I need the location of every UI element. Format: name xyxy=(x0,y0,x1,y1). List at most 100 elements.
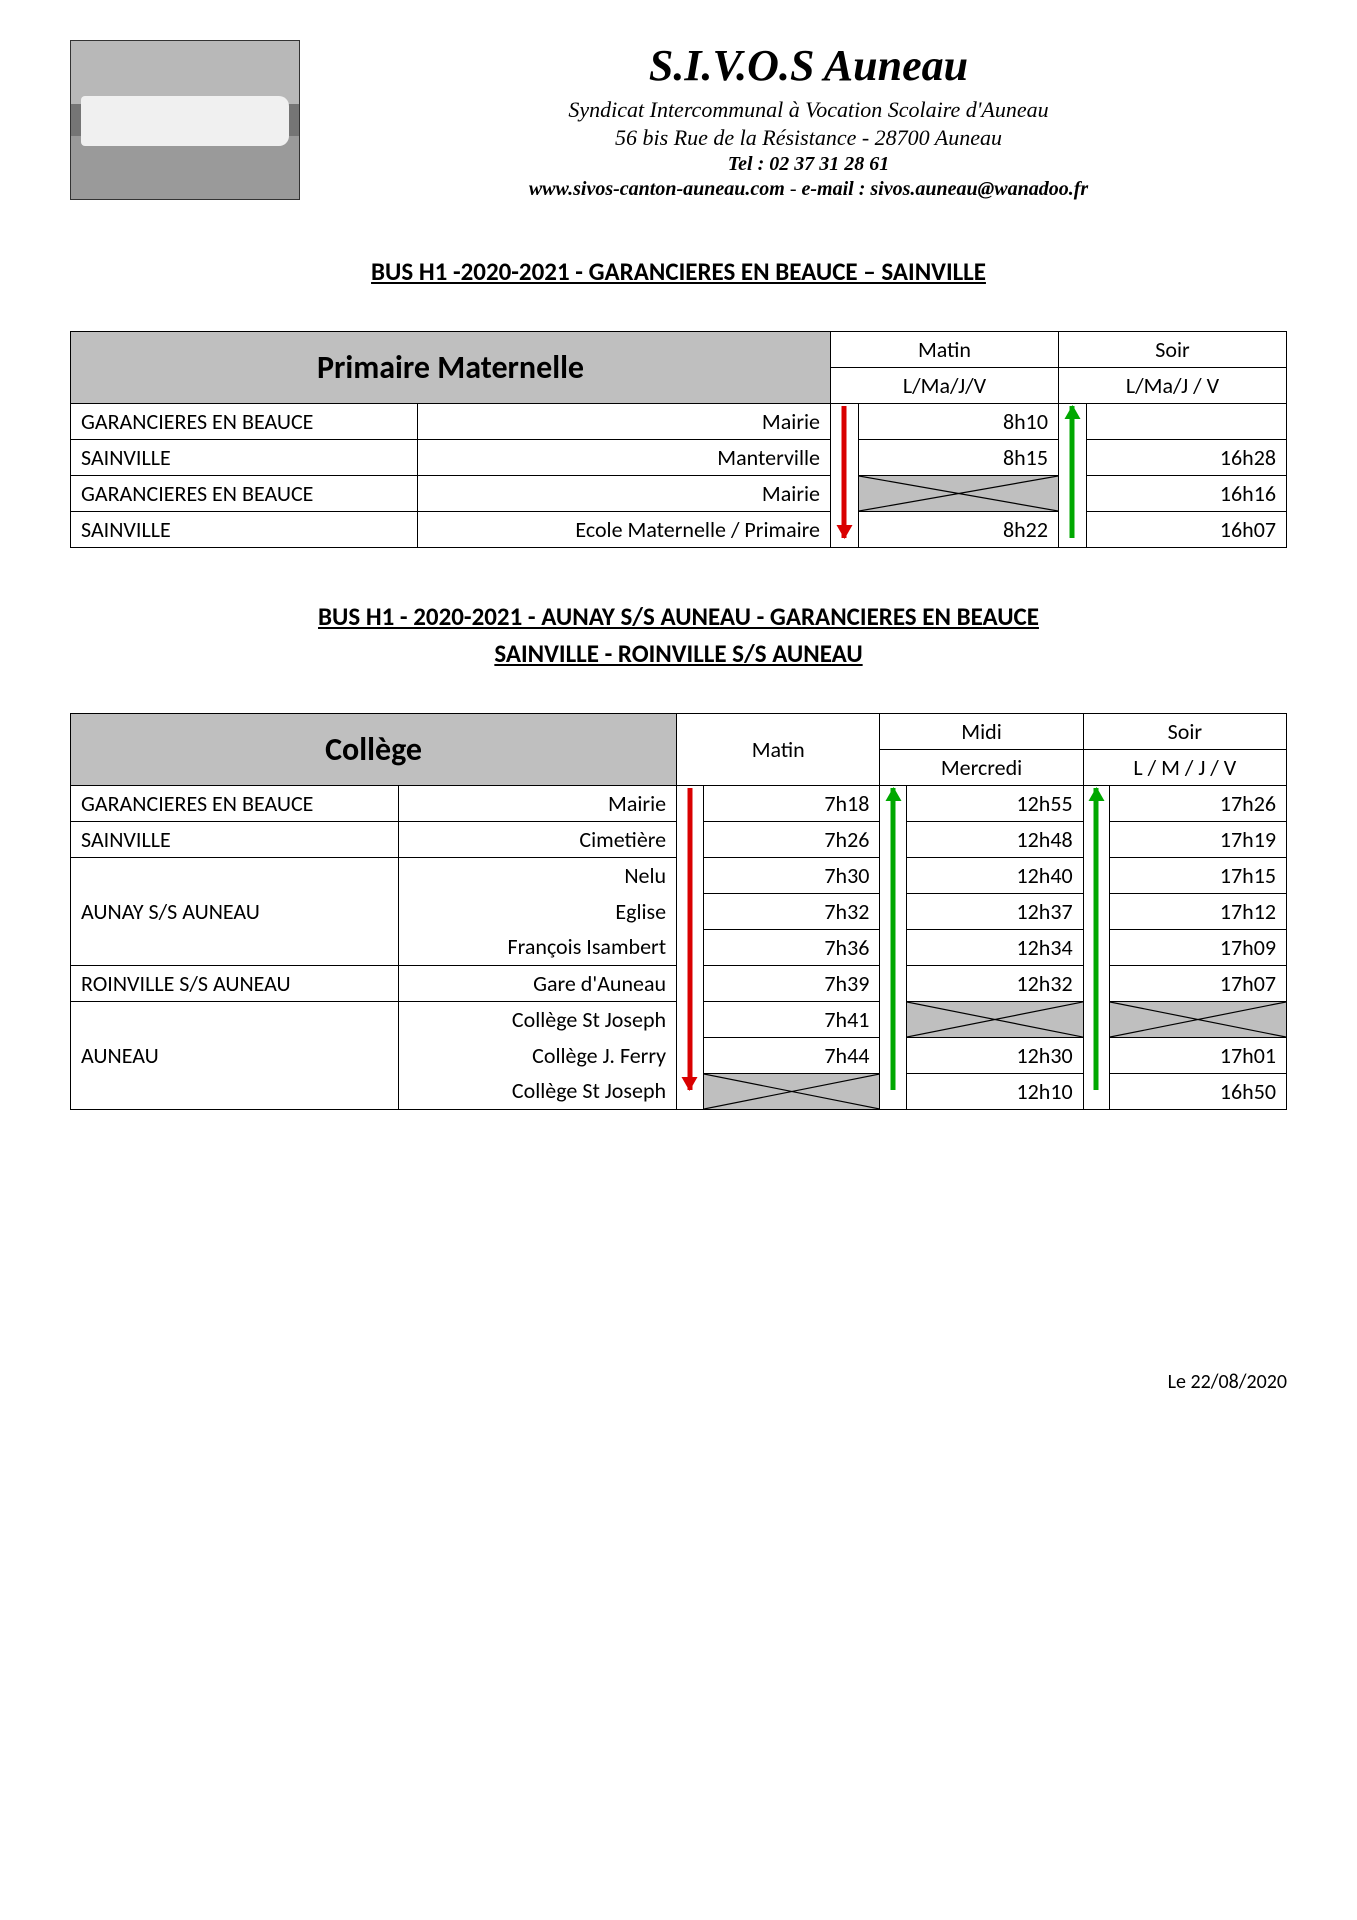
stop-cell: Collège St Joseph xyxy=(399,1001,677,1037)
hdr2-soir-sub: L / M / J / V xyxy=(1083,749,1286,785)
time-midi: 12h55 xyxy=(906,785,1083,821)
time-matin: 8h22 xyxy=(858,511,1058,547)
arrow-soir xyxy=(1083,857,1110,893)
hdr2-soir: Soir xyxy=(1083,713,1286,749)
time-matin: 7h41 xyxy=(703,1001,880,1037)
arrow-matin xyxy=(677,1001,704,1037)
stop-cell: Eglise xyxy=(399,893,677,929)
hdr2-matin: Matin xyxy=(677,713,880,785)
time-soir: 17h12 xyxy=(1110,893,1287,929)
org-subtitle-2: 56 bis Rue de la Résistance - 28700 Aune… xyxy=(330,125,1287,151)
stop-cell: Ecole Maternelle / Primaire xyxy=(417,511,830,547)
arrow-midi xyxy=(880,785,907,821)
footer-date: Le 22/08/2020 xyxy=(70,1370,1287,1394)
time-midi: 12h48 xyxy=(906,821,1083,857)
time-matin: 8h15 xyxy=(858,439,1058,475)
org-title: S.I.V.O.S Auneau xyxy=(330,40,1287,91)
arrow-matin xyxy=(677,929,704,965)
arrow-soir xyxy=(1058,475,1086,511)
arrow-soir xyxy=(1083,1001,1110,1037)
time-matin: 7h30 xyxy=(703,857,880,893)
org-website-link[interactable]: www.sivos-canton-auneau.com xyxy=(529,178,785,200)
city-cell: SAINVILLE xyxy=(71,439,418,475)
arrow-matin xyxy=(677,785,704,821)
time-midi: 12h30 xyxy=(906,1037,1083,1073)
stop-cell: Nelu xyxy=(399,857,677,893)
time-matin: 7h26 xyxy=(703,821,880,857)
hdr-soir-sub: L/Ma/J / V xyxy=(1058,367,1286,403)
time-soir: 17h01 xyxy=(1110,1037,1287,1073)
section2-title-l1: BUS H1 - 2020-2021 - AUNAY S/S AUNEAU - … xyxy=(318,601,1039,632)
table-row: SAINVILLEManterville8h1516h28 xyxy=(71,439,1287,475)
arrow-midi xyxy=(880,1037,907,1073)
time-matin: 8h10 xyxy=(858,403,1058,439)
section1-title: BUS H1 -2020-2021 - GARANCIERES EN BEAUC… xyxy=(70,253,1287,291)
arrow-matin xyxy=(677,893,704,929)
hdr-soir: Soir xyxy=(1058,331,1286,367)
stop-cell: Collège J. Ferry xyxy=(399,1037,677,1073)
table-row: AUNAY S/S AUNEAUNelu7h3012h4017h15 xyxy=(71,857,1287,893)
time-matin: 7h18 xyxy=(703,785,880,821)
city-cell: GARANCIERES EN BEAUCE xyxy=(71,475,418,511)
time-soir: 17h15 xyxy=(1110,857,1287,893)
arrow-soir xyxy=(1083,1073,1110,1109)
arrow-soir xyxy=(1083,785,1110,821)
arrow-soir xyxy=(1083,821,1110,857)
arrow-soir xyxy=(1058,403,1086,439)
time-matin xyxy=(703,1073,880,1109)
section2-title-l2: SAINVILLE - ROINVILLE S/S AUNEAU xyxy=(494,638,862,669)
arrow-soir xyxy=(1083,929,1110,965)
table-row: GARANCIERES EN BEAUCEMairie 7h18 12h55 17h2… xyxy=(71,785,1287,821)
arrow-matin xyxy=(677,1073,704,1109)
hdr-matin: Matin xyxy=(830,331,1058,367)
arrow-matin xyxy=(830,475,858,511)
city-cell: ROINVILLE S/S AUNEAU xyxy=(71,965,399,1001)
bus-photo xyxy=(70,40,300,200)
time-midi: 12h10 xyxy=(906,1073,1083,1109)
time-midi: 12h34 xyxy=(906,929,1083,965)
arrow-soir xyxy=(1083,893,1110,929)
org-email: e-mail : sivos.auneau@wanadoo.fr xyxy=(801,178,1088,200)
arrow-soir xyxy=(1058,511,1086,547)
arrow-matin xyxy=(677,821,704,857)
city-cell: AUNEAU xyxy=(71,1001,399,1109)
time-matin xyxy=(858,475,1058,511)
arrow-midi xyxy=(880,857,907,893)
table-college: Collège Matin Midi Soir Mercredi L / M /… xyxy=(70,713,1287,1110)
letterhead: S.I.V.O.S Auneau Syndicat Intercommunal … xyxy=(70,40,1287,203)
hdr-matin-sub: L/Ma/J/V xyxy=(830,367,1058,403)
arrow-midi xyxy=(880,1073,907,1109)
arrow-midi xyxy=(880,1001,907,1037)
time-soir: 17h09 xyxy=(1110,929,1287,965)
city-cell: SAINVILLE xyxy=(71,511,418,547)
hdr-primaire: Primaire Maternelle xyxy=(71,331,831,403)
city-cell: SAINVILLE xyxy=(71,821,399,857)
table-row: ROINVILLE S/S AUNEAUGare d'Auneau7h3912h… xyxy=(71,965,1287,1001)
stop-cell: Mairie xyxy=(417,403,830,439)
time-soir: 16h16 xyxy=(1086,475,1286,511)
arrow-matin xyxy=(677,1037,704,1073)
arrow-matin xyxy=(677,857,704,893)
stop-cell: Gare d'Auneau xyxy=(399,965,677,1001)
time-soir: 16h07 xyxy=(1086,511,1286,547)
time-matin: 7h32 xyxy=(703,893,880,929)
table-primaire: Primaire Maternelle Matin Soir L/Ma/J/V … xyxy=(70,331,1287,548)
city-cell: GARANCIERES EN BEAUCE xyxy=(71,785,399,821)
arrow-soir xyxy=(1058,439,1086,475)
arrow-matin xyxy=(830,511,858,547)
time-midi: 12h37 xyxy=(906,893,1083,929)
time-midi xyxy=(906,1001,1083,1037)
time-soir xyxy=(1110,1001,1287,1037)
arrow-matin xyxy=(830,403,858,439)
time-soir: 17h26 xyxy=(1110,785,1287,821)
time-soir: 17h19 xyxy=(1110,821,1287,857)
org-subtitle-1: Syndicat Intercommunal à Vocation Scolai… xyxy=(330,97,1287,123)
city-cell: AUNAY S/S AUNEAU xyxy=(71,857,399,965)
stop-cell: Mairie xyxy=(399,785,677,821)
time-matin: 7h39 xyxy=(703,965,880,1001)
org-contact: www.sivos-canton-auneau.com - e-mail : s… xyxy=(330,178,1287,201)
arrow-soir xyxy=(1083,965,1110,1001)
arrow-midi xyxy=(880,929,907,965)
arrow-midi xyxy=(880,893,907,929)
hdr2-midi: Midi xyxy=(880,713,1083,749)
